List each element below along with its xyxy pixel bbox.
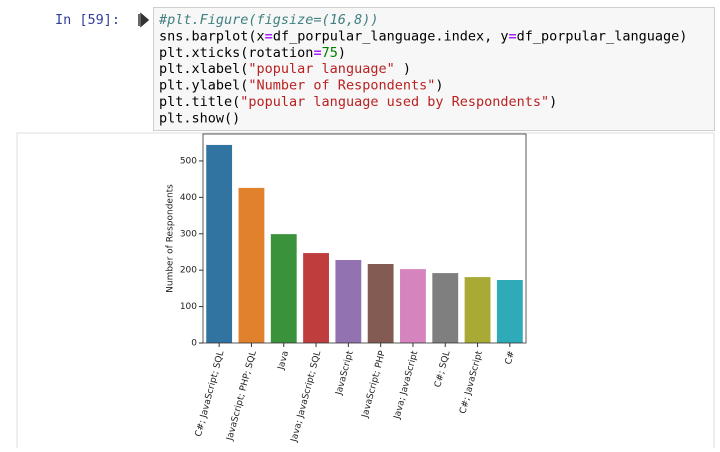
x-tick-label: C#: [504, 350, 517, 366]
code-cell[interactable]: [153, 7, 715, 131]
code-line: plt.xlabel("popular language" ): [159, 61, 411, 77]
bar: [303, 253, 329, 343]
bar: [496, 280, 523, 343]
y-tick-label: 0: [191, 339, 197, 349]
code-lines: #plt.Figure(figsize=(16,8))sns.barplot(x…: [158, 12, 687, 126]
cell-prompt: In [59]:: [55, 12, 120, 28]
y-tick-label: 100: [180, 302, 197, 312]
y-axis-label: Number of Respondents: [166, 184, 176, 293]
bar: [270, 234, 297, 343]
code-line: #plt.Figure(figsize=(16,8)): [158, 12, 378, 28]
code-line: sns.barplot(x=df_porpular_language.index…: [159, 28, 687, 44]
bar: [400, 269, 426, 343]
y-tick-label: 500: [180, 156, 197, 166]
code-line: plt.xticks(rotation=75): [159, 45, 346, 61]
y-tick-label: 200: [180, 266, 197, 276]
bar: [238, 187, 265, 343]
bar: [206, 144, 233, 343]
bar: [335, 259, 362, 343]
output-area: [16, 132, 715, 452]
bar: [367, 263, 394, 343]
code-line: plt.show(): [159, 110, 240, 126]
y-tick-label: 300: [180, 229, 197, 239]
bar: [432, 273, 459, 343]
code-line: plt.ylabel("Number of Respondents"): [159, 78, 443, 94]
bar: [464, 277, 491, 343]
run-icon[interactable]: [138, 12, 150, 28]
y-tick-label: 400: [180, 193, 197, 203]
plot-frame: [202, 133, 527, 344]
code-line: plt.title("popular language used by Resp…: [159, 94, 557, 110]
